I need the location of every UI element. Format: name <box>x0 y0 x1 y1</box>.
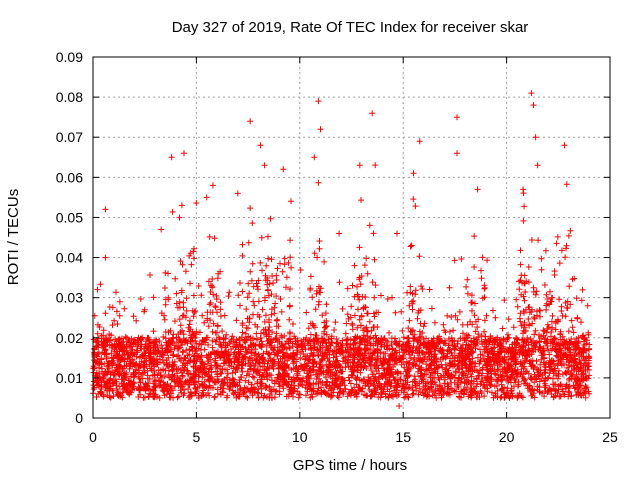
x-tick-label: 15 <box>395 429 411 445</box>
axis-ticks <box>92 56 611 419</box>
y-tick-label: 0.03 <box>56 290 83 306</box>
y-axis-title: ROTI / TECUs <box>5 189 22 285</box>
x-tick-label: 20 <box>499 429 515 445</box>
y-tick-label: 0.06 <box>56 169 83 185</box>
y-tick-label: 0.09 <box>56 49 83 65</box>
x-tick-label: 0 <box>89 429 97 445</box>
x-tick-label: 10 <box>292 429 308 445</box>
y-tick-label: 0.01 <box>56 370 83 386</box>
y-tick-label: 0.08 <box>56 89 83 105</box>
x-tick-label: 25 <box>602 429 618 445</box>
roti-points <box>90 90 593 409</box>
tick-labels: 0 0.01 0.02 0.03 0.04 0.05 0.06 0.07 0.08 0.09 0 5 1… <box>56 49 618 445</box>
x-axis-title: GPS time / hours <box>293 457 407 474</box>
y-tick-label: 0 <box>75 410 83 426</box>
y-tick-label: 0.05 <box>56 209 83 225</box>
chart-title: Day 327 of 2019, Rate Of TEC Index for r… <box>172 19 529 36</box>
plot-frame <box>92 56 611 419</box>
x-tick-label: 5 <box>193 429 201 445</box>
data-points <box>90 90 593 409</box>
y-tick-label: 0.02 <box>56 330 83 346</box>
y-tick-label: 0.07 <box>56 129 83 145</box>
y-tick-label: 0.04 <box>56 250 83 266</box>
